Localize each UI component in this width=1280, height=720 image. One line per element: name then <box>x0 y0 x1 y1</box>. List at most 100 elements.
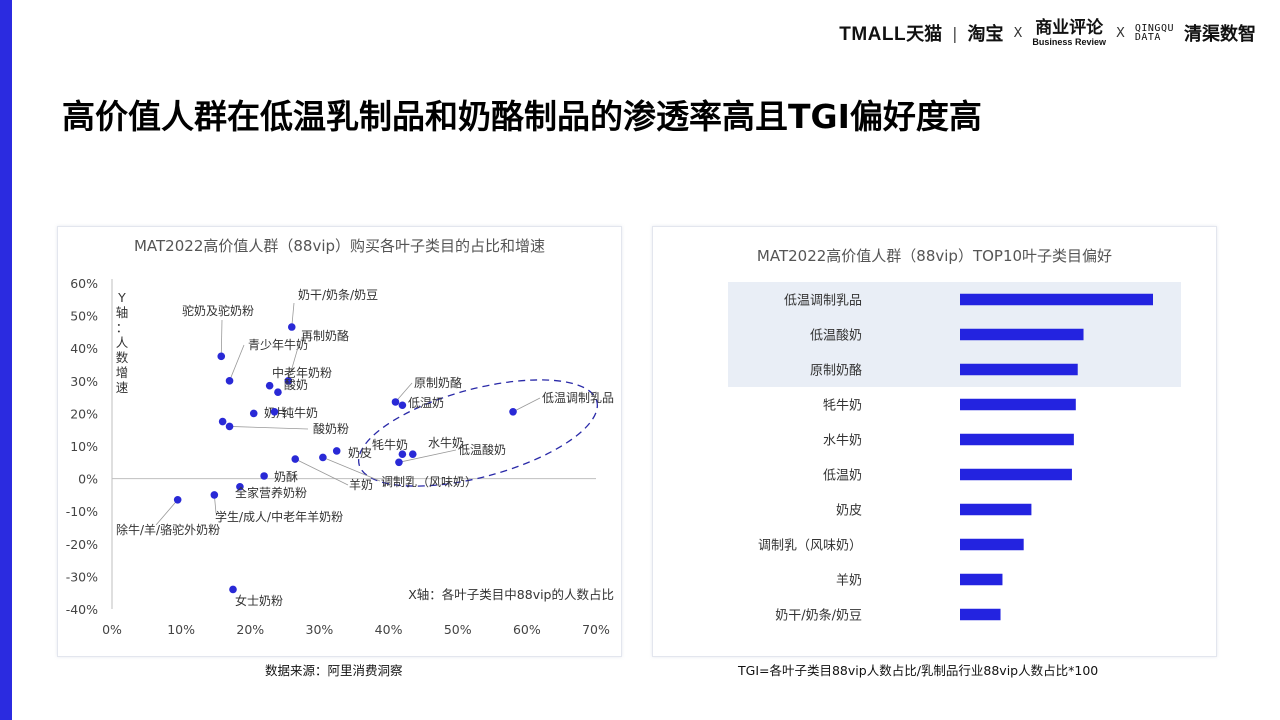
data-source-note: 数据来源：阿里消费洞察 <box>265 663 403 678</box>
scatter-point <box>274 388 282 397</box>
point-leader-line <box>229 426 309 430</box>
point-label: 牦牛奶 <box>372 437 408 452</box>
left-accent-bar <box>0 0 12 720</box>
scatter-chart: 60% 50% 40% 30% 20% 10% 0% -10% -20% -30% -40% 0% 10… <box>66 276 614 637</box>
scatter-point <box>229 585 237 594</box>
point-leader-line <box>220 319 223 357</box>
point-label: 羊奶 <box>349 477 373 492</box>
bar-category-label: 调制乳（风味奶） <box>758 539 862 554</box>
y-tick-label: 60% <box>70 276 98 291</box>
y-tick-label: 20% <box>70 406 98 421</box>
point-label: 全家营养奶粉 <box>235 485 307 500</box>
collab-x-1: X <box>1013 25 1023 41</box>
scatter-chart-panel: MAT2022高价值人群（88vip）购买各叶子类目的占比和增速 60% 50% 4… <box>57 226 622 657</box>
bar-category-label: 奶皮 <box>836 504 862 519</box>
scatter-point <box>265 381 274 390</box>
x-tick-label: 70% <box>582 622 610 637</box>
x-tick-label: 60% <box>513 622 541 637</box>
y-tick-label: 0% <box>78 472 98 487</box>
point-label: 低温酸奶 <box>458 442 506 457</box>
scatter-point <box>391 398 400 406</box>
bar <box>960 573 1003 586</box>
x-tick-label: 30% <box>306 622 334 637</box>
x-tick-label: 50% <box>444 622 472 637</box>
point-label: 调制乳（风味奶） <box>381 475 477 489</box>
point-label: 青少年牛奶 <box>248 337 308 352</box>
bar-category-label: 水牛奶 <box>823 434 862 449</box>
scatter-point <box>291 455 300 463</box>
tmall-logo: TMALL天猫 <box>839 24 943 45</box>
point-leader-line <box>229 344 245 381</box>
point-label: 酸奶 <box>284 377 308 392</box>
point-leader-line <box>398 449 457 463</box>
x-axis-label: X轴：各叶子类目中88vip的人数占比 <box>408 587 614 602</box>
bar <box>960 608 1001 621</box>
scatter-point <box>260 472 268 480</box>
point-label: 低温调制乳品 <box>542 391 614 405</box>
point-label: 学生/成人/中老年羊奶粉 <box>215 509 343 524</box>
bar <box>960 328 1084 341</box>
point-leader-line <box>291 302 295 328</box>
y-tick-label: 30% <box>70 374 98 389</box>
y-tick-label: 50% <box>70 309 98 324</box>
bar <box>960 468 1072 481</box>
y-tick-label: 10% <box>70 439 98 454</box>
bar <box>960 433 1074 446</box>
collab-x-2: X <box>1115 25 1125 41</box>
y-axis-label-char: Y <box>117 290 126 305</box>
bar <box>960 538 1024 551</box>
bar-category-label: 牦牛奶 <box>823 399 862 414</box>
y-axis-label-char: ： <box>116 320 129 335</box>
partner-logos: TMALL天猫 | 淘宝 X 商业评论 Business Review X QI… <box>839 18 1256 48</box>
scatter-point <box>398 401 407 410</box>
bar <box>960 503 1032 516</box>
scatter-point <box>173 495 182 504</box>
y-tick-label: -10% <box>66 504 98 519</box>
point-label: 奶干/奶条/奶豆 <box>298 288 378 302</box>
x-tick-label: 20% <box>236 622 264 637</box>
point-label: 低温奶 <box>408 396 444 410</box>
x-tick-label: 10% <box>167 622 195 637</box>
scatter-point <box>225 422 234 431</box>
y-axis-label-char: 数 <box>116 350 129 365</box>
y-axis-label-char: 速 <box>116 380 129 395</box>
bar-chart-panel: MAT2022高价值人群（88vip）TOP10叶子类目偏好 低温调制乳品 低温酸… <box>652 226 1217 657</box>
point-label: 驼奶及驼奶粉 <box>182 303 254 318</box>
point-leader-line <box>322 457 381 482</box>
logo-divider: | <box>952 23 958 43</box>
bar <box>960 398 1076 411</box>
point-leader-line <box>395 382 413 403</box>
point-leader-line <box>512 397 541 413</box>
point-label: 除牛/羊/骆驼外奶粉 <box>116 522 220 537</box>
y-tick-label: -20% <box>66 537 98 552</box>
x-tick-label: 40% <box>375 622 403 637</box>
bar-category-label: 低温酸奶 <box>810 329 862 344</box>
bar-category-label: 羊奶 <box>836 573 862 589</box>
y-axis-label-char: 增 <box>116 365 129 380</box>
scatter-chart-title: MAT2022高价值人群（88vip）购买各叶子类目的占比和增速 <box>133 237 546 255</box>
scatter-point <box>210 491 219 499</box>
scatter-point <box>225 377 234 385</box>
bar <box>960 363 1078 376</box>
scatter-point <box>509 407 517 416</box>
point-leader-line <box>287 343 300 381</box>
business-review-logo: 商业评论 Business Review <box>1032 17 1106 47</box>
scatter-point <box>249 409 258 418</box>
bar-category-label: 奶干/奶条/奶豆 <box>775 608 862 624</box>
taobao-logo: 淘宝 <box>967 24 1004 45</box>
scatter-point <box>218 417 227 426</box>
point-label: 奶酥 <box>274 470 298 484</box>
x-tick-label: 0% <box>102 622 122 637</box>
y-tick-label: -40% <box>66 602 98 617</box>
y-axis-label-char: 人 <box>116 335 129 350</box>
point-label: 中老年奶粉 <box>272 365 332 380</box>
point-leader-line <box>155 499 178 526</box>
scatter-point <box>319 453 327 462</box>
scatter-point <box>332 447 341 455</box>
point-label: 水牛奶 <box>428 435 464 450</box>
bar-chart-title: MAT2022高价值人群（88vip）TOP10叶子类目偏好 <box>756 247 1113 265</box>
point-label: 再制奶酪 <box>301 328 349 343</box>
scatter-point <box>287 323 296 331</box>
point-label: 纯牛奶 <box>282 405 318 420</box>
